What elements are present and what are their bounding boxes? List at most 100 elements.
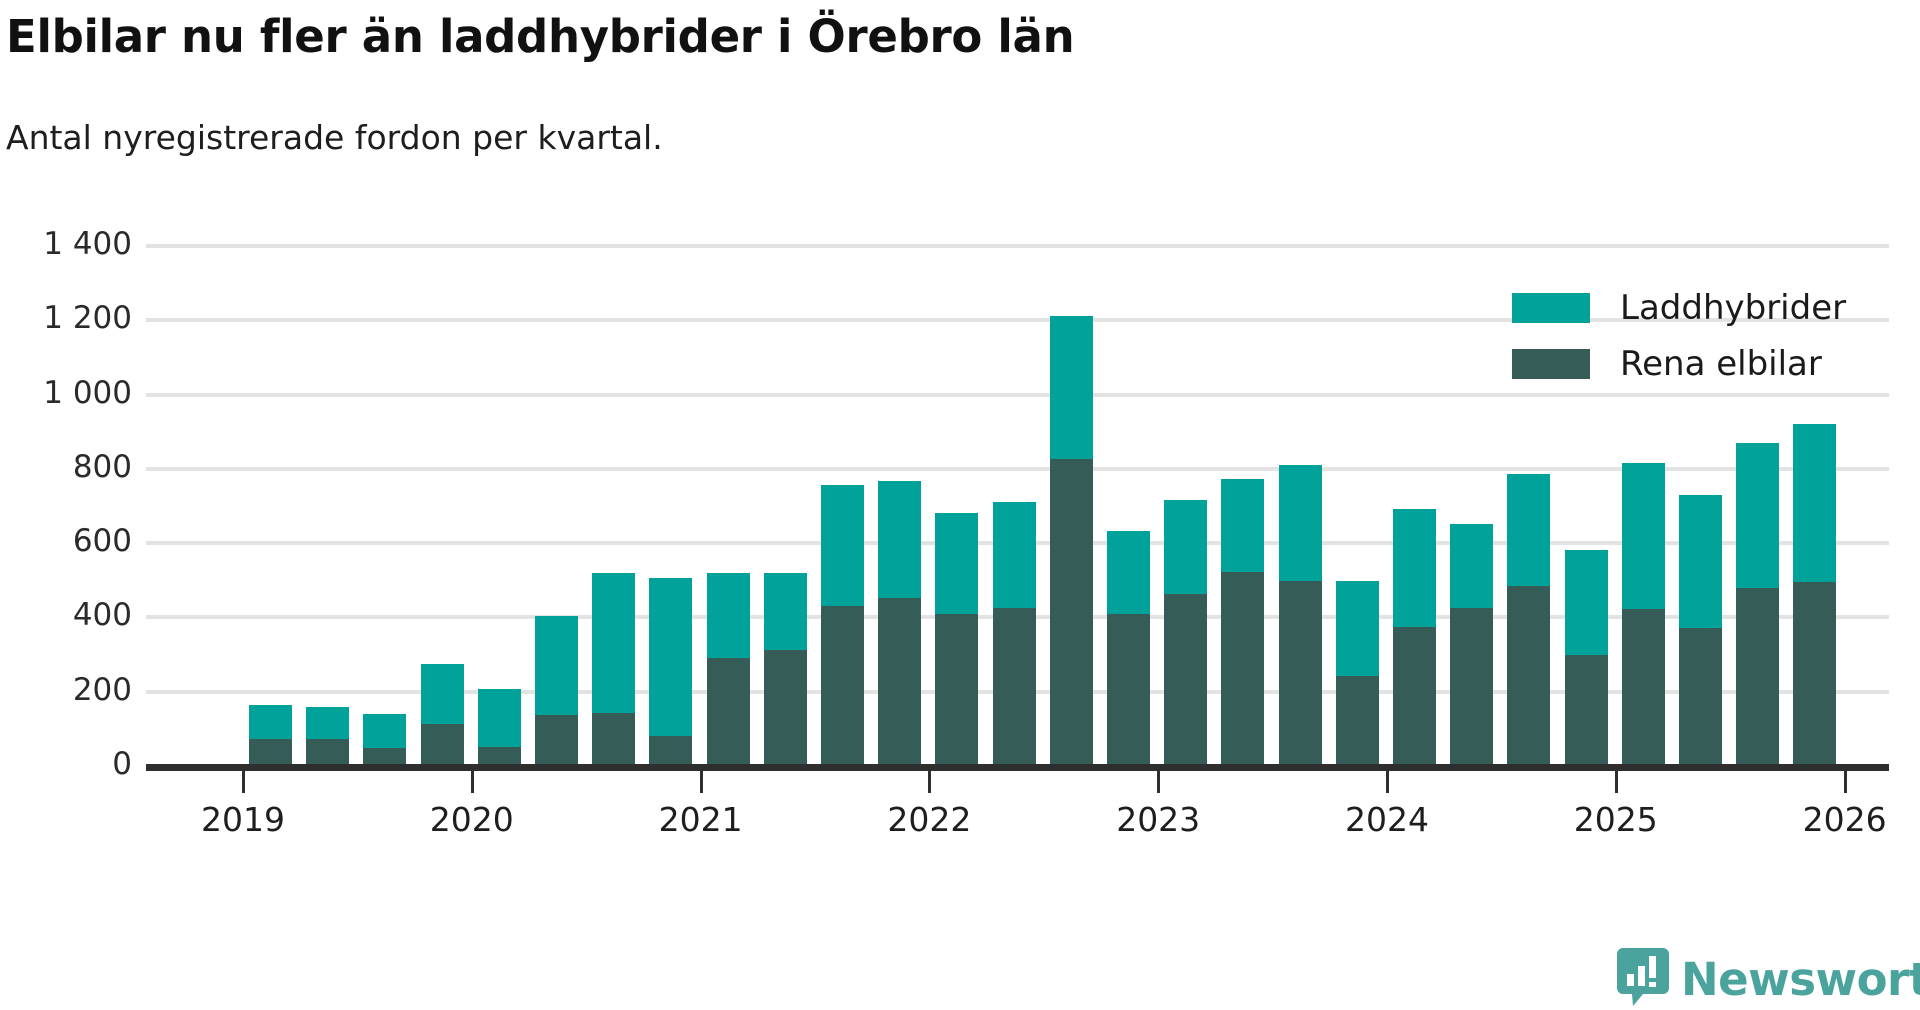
y-axis-tick-label: 200 <box>72 671 132 708</box>
bar-segment-rena-elbilar <box>1793 582 1837 764</box>
legend-label: Rena elbilar <box>1620 344 1822 384</box>
bar-segment-laddhybrider <box>992 502 1036 608</box>
bar-segment-rena-elbilar <box>592 712 636 764</box>
bar-column[interactable] <box>249 704 292 764</box>
bar-column[interactable] <box>1335 580 1379 764</box>
bar-segment-rena-elbilar <box>1221 571 1265 764</box>
bar-segment-laddhybrider <box>592 573 636 713</box>
x-axis-tick <box>1843 771 1847 793</box>
bar-segment-rena-elbilar <box>821 606 864 764</box>
bar-column[interactable] <box>878 480 922 764</box>
bar-segment-laddhybrider <box>1049 316 1093 460</box>
bar-column[interactable] <box>1278 465 1322 764</box>
bar-column[interactable] <box>821 485 864 764</box>
bar-segment-rena-elbilar <box>420 723 464 764</box>
bar-column[interactable] <box>1564 550 1608 764</box>
x-axis-tick-label: 2020 <box>429 800 514 839</box>
bar-segment-laddhybrider <box>1107 531 1150 614</box>
bar-segment-laddhybrider <box>1278 465 1322 581</box>
gridline <box>146 244 1889 248</box>
bar-segment-laddhybrider <box>935 513 979 614</box>
bar-segment-laddhybrider <box>1450 523 1494 608</box>
gridline <box>146 392 1889 397</box>
logo-wordmark: Newsworthy <box>1681 952 1920 1006</box>
bar-column[interactable] <box>992 502 1036 764</box>
bar-segment-rena-elbilar <box>1736 587 1780 764</box>
legend-item-laddhybrider[interactable]: Laddhybrider <box>1512 280 1846 336</box>
bar-segment-rena-elbilar <box>477 746 521 764</box>
bar-chart-speech-bubble-icon <box>1617 948 1669 1010</box>
x-axis-tick <box>1157 771 1161 793</box>
bar-segment-rena-elbilar <box>649 736 693 764</box>
bar-segment-laddhybrider <box>1221 479 1265 572</box>
x-axis-tick-label: 2022 <box>887 800 972 839</box>
y-axis-tick-label: 1 200 <box>43 300 132 337</box>
page-title: Elbilar nu fler än laddhybrider i Örebro… <box>6 10 1075 63</box>
bar-column[interactable] <box>535 616 578 764</box>
legend-label: Laddhybrider <box>1620 288 1847 328</box>
plot-area <box>146 244 1889 764</box>
bar-segment-laddhybrider <box>1564 550 1608 656</box>
newsworthy-logo[interactable]: Newsworthy <box>1617 948 1920 1010</box>
bar-segment-rena-elbilar <box>1679 628 1722 764</box>
y-axis-tick-label: 0 <box>112 746 132 782</box>
bar-column[interactable] <box>477 689 521 764</box>
bar-column[interactable] <box>363 713 407 764</box>
x-axis-tick <box>470 771 474 793</box>
bar-segment-laddhybrider <box>1507 473 1551 587</box>
bar-segment-laddhybrider <box>477 689 521 747</box>
bar-column[interactable] <box>306 706 350 764</box>
x-axis-tick-label: 2019 <box>201 800 285 839</box>
bar-column[interactable] <box>649 577 693 764</box>
bar-segment-rena-elbilar <box>1164 593 1208 764</box>
bar-column[interactable] <box>1107 531 1150 764</box>
legend-item-rena-elbilar[interactable]: Rena elbilar <box>1512 336 1846 392</box>
bar-column[interactable] <box>1450 523 1494 764</box>
bar-column[interactable] <box>763 572 807 764</box>
bar-segment-laddhybrider <box>249 704 292 739</box>
x-axis-tick <box>928 771 932 793</box>
x-axis-tick <box>699 771 703 793</box>
bar-segment-laddhybrider <box>363 713 407 749</box>
bar-series-group <box>146 244 1889 764</box>
bar-column[interactable] <box>1164 500 1208 764</box>
bar-segment-laddhybrider <box>1736 443 1780 588</box>
chart-subtitle: Antal nyregistrerade fordon per kvartal. <box>6 118 663 157</box>
bar-column[interactable] <box>706 572 750 764</box>
bar-segment-rena-elbilar <box>1450 608 1494 764</box>
bar-segment-rena-elbilar <box>249 738 292 764</box>
bar-segment-laddhybrider <box>1393 509 1436 627</box>
bar-column[interactable] <box>592 573 636 764</box>
bar-segment-laddhybrider <box>1793 424 1837 582</box>
bar-column[interactable] <box>1049 316 1093 764</box>
bar-segment-rena-elbilar <box>992 608 1036 764</box>
bar-segment-rena-elbilar <box>1278 580 1322 764</box>
bar-segment-laddhybrider <box>420 663 464 724</box>
gridline <box>146 466 1889 471</box>
chart-legend: Laddhybrider Rena elbilar <box>1512 280 1846 392</box>
x-axis-tick-label: 2021 <box>658 800 743 839</box>
bar-column[interactable] <box>935 513 979 764</box>
bar-column[interactable] <box>1793 424 1837 764</box>
bar-segment-laddhybrider <box>1621 463 1665 609</box>
bar-column[interactable] <box>1221 479 1265 764</box>
bar-segment-laddhybrider <box>1335 580 1379 677</box>
bar-segment-rena-elbilar <box>878 597 922 764</box>
y-axis-tick-label: 600 <box>72 523 132 560</box>
bar-column[interactable] <box>1507 473 1551 764</box>
legend-swatch-icon <box>1512 349 1590 379</box>
bar-segment-laddhybrider <box>649 577 693 737</box>
bar-column[interactable] <box>1736 443 1780 764</box>
bar-segment-rena-elbilar <box>763 649 807 764</box>
bar-column[interactable] <box>1621 463 1665 764</box>
bar-column[interactable] <box>1393 509 1436 764</box>
bar-column[interactable] <box>420 663 464 764</box>
bar-segment-rena-elbilar <box>1107 613 1150 764</box>
x-axis-tick <box>1386 771 1389 793</box>
x-axis-tick <box>1614 771 1618 793</box>
bar-segment-laddhybrider <box>1679 494 1722 629</box>
x-axis-tick-label: 2023 <box>1116 800 1201 839</box>
bar-column[interactable] <box>1679 494 1722 764</box>
